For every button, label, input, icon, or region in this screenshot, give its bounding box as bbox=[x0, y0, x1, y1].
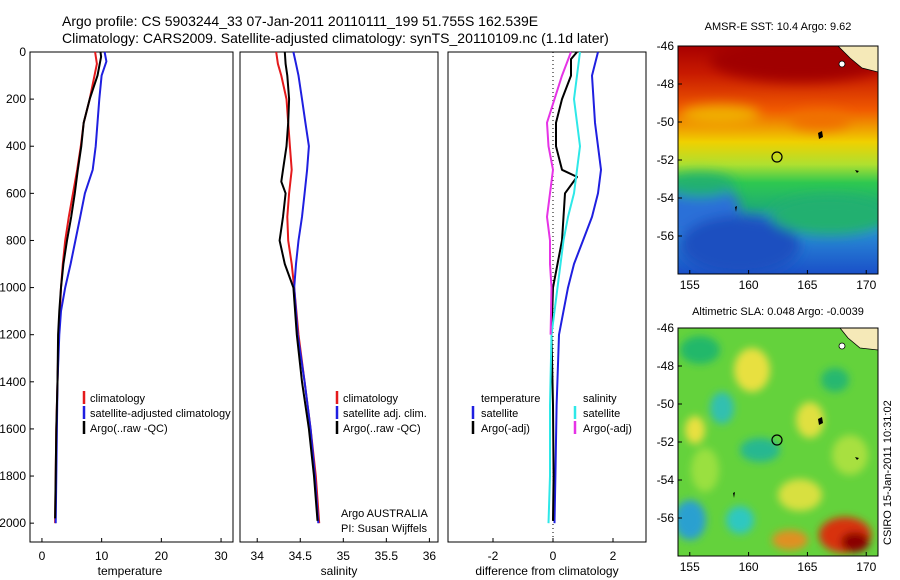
x-tick-label: 35 bbox=[337, 549, 351, 563]
difference-x-axis: -2 0 2 bbox=[488, 538, 617, 563]
depth-tick-label: 1400 bbox=[0, 375, 26, 389]
legend-climatology: climatology bbox=[90, 393, 146, 405]
map-y-tick-label: -56 bbox=[657, 229, 675, 243]
sst-float-marker bbox=[771, 151, 783, 163]
x-tick-label: 20 bbox=[155, 549, 169, 563]
depth-tick-label: 2000 bbox=[0, 516, 26, 530]
map-y-tick-label: -46 bbox=[657, 321, 675, 335]
map-y-tick-label: -52 bbox=[657, 435, 675, 449]
salinity-legend: climatology satellite adj. clim. Argo(..… bbox=[335, 391, 427, 435]
map-x-tick-label: 170 bbox=[856, 278, 876, 292]
legend-temp-argo: Argo(-adj) bbox=[481, 423, 530, 435]
map-y-tick-label: -54 bbox=[657, 191, 675, 205]
x-tick-label: 0 bbox=[39, 549, 46, 563]
x-tick-label: 35.5 bbox=[375, 549, 399, 563]
depth-tick-label: 0 bbox=[19, 45, 26, 59]
depth-tick-label: 1000 bbox=[0, 281, 26, 295]
map-y-tick-label: -46 bbox=[657, 39, 675, 53]
difference-axes-frame bbox=[447, 51, 647, 543]
temperature-lines bbox=[54, 51, 108, 524]
map-y-tick-label: -48 bbox=[657, 359, 675, 373]
sst-map-panel: AMSR-E SST: 10.4 Argo: 9.62 155 160 165 170… bbox=[657, 21, 879, 292]
map-x-tick-label: 155 bbox=[680, 560, 700, 574]
depth-tick-label: 1800 bbox=[0, 469, 26, 483]
depth-tick-label: 1200 bbox=[0, 328, 26, 342]
salinity-axes-frame bbox=[239, 51, 439, 543]
x-tick-label: -2 bbox=[488, 549, 499, 563]
map-x-tick-label: 165 bbox=[797, 278, 817, 292]
series-line-argo-raw-qc- bbox=[54, 51, 103, 519]
difference-xlabel: difference from climatology bbox=[475, 564, 618, 578]
sla-map-title: Altimetric SLA: 0.048 Argo: -0.0039 bbox=[692, 306, 864, 318]
legend-satellite-adjusted: satellite-adjusted climatology bbox=[90, 408, 231, 420]
x-tick-label: 34.5 bbox=[289, 549, 313, 563]
series-line-argo-raw-qc- bbox=[278, 51, 319, 521]
salinity-lines bbox=[275, 51, 321, 524]
map-y-tick-label: -54 bbox=[657, 473, 675, 487]
legend-sal-satellite: satellite bbox=[583, 408, 620, 420]
temperature-legend: climatology satellite-adjusted climatolo… bbox=[82, 391, 231, 435]
sla-field bbox=[678, 328, 878, 556]
series-line-salinity-argo-adj- bbox=[546, 51, 572, 335]
legend-sal-argo: Argo(-adj) bbox=[583, 423, 632, 435]
series-line-temperature-satellite bbox=[553, 51, 602, 524]
depth-tick-label: 400 bbox=[6, 139, 26, 153]
figure-title-line2: Climatology: CARS2009. Satellite-adjuste… bbox=[62, 30, 609, 46]
legend-temperature-title: temperature bbox=[481, 393, 540, 405]
depth-tick-label: 800 bbox=[6, 233, 26, 247]
x-tick-label: 10 bbox=[95, 549, 109, 563]
temperature-xlabel: temperature bbox=[98, 564, 163, 578]
temperature-x-axis: 0 10 20 30 bbox=[39, 538, 228, 563]
figure-title-line1: Argo profile: CS 5903244_33 07-Jan-2011 … bbox=[62, 13, 538, 29]
map-y-tick-label: -48 bbox=[657, 77, 675, 91]
temperature-panel: 0 200 400 600 800 1000 1200 1400 1600 1800 2000 0 1… bbox=[0, 45, 234, 578]
timestamp-stamp: CSIRO 15-Jan-2011 10:31:02 bbox=[882, 400, 894, 545]
legend-argo: Argo(..raw -QC) bbox=[90, 423, 168, 435]
map-x-tick-label: 165 bbox=[797, 560, 817, 574]
legend-climatology: climatology bbox=[343, 393, 399, 405]
sst-map-axes: 155 160 165 170 -46 -48 -50 -52 -54 -56 bbox=[657, 39, 877, 292]
map-y-tick-label: -52 bbox=[657, 153, 675, 167]
series-line-satellite-adjusted-climatology bbox=[54, 51, 108, 524]
x-tick-label: 36 bbox=[423, 549, 437, 563]
sst-field bbox=[678, 46, 878, 274]
x-tick-label: 2 bbox=[610, 549, 617, 563]
x-tick-label: 0 bbox=[550, 549, 557, 563]
salinity-panel: 34 34.5 35 35.5 36 salinity climatology sate… bbox=[239, 51, 439, 578]
x-tick-label: 30 bbox=[214, 549, 228, 563]
temperature-axes-frame bbox=[29, 51, 234, 543]
depth-axis: 0 200 400 600 800 1000 1200 1400 1600 1800 2000 bbox=[0, 45, 34, 530]
x-tick-label: 34 bbox=[251, 549, 265, 563]
map-y-tick-label: -56 bbox=[657, 511, 675, 525]
depth-tick-label: 1600 bbox=[0, 422, 26, 436]
pi-text: PI: Susan Wijffels bbox=[341, 523, 427, 535]
depth-tick-label: 200 bbox=[6, 92, 26, 106]
sla-map-axes: 155 160 165 170 -46 -48 -50 -52 -54 -56 bbox=[657, 321, 877, 574]
salinity-x-axis: 34 34.5 35 35.5 36 bbox=[251, 538, 437, 563]
legend-salinity-title: salinity bbox=[583, 393, 617, 405]
depth-tick-label: 600 bbox=[6, 186, 26, 200]
map-x-tick-label: 160 bbox=[739, 278, 759, 292]
legend-argo: Argo(..raw -QC) bbox=[343, 423, 421, 435]
difference-panel: -2 0 2 difference from climatology tempera… bbox=[447, 51, 647, 578]
sla-float-marker bbox=[771, 434, 783, 446]
difference-lines bbox=[546, 51, 602, 542]
map-y-tick-label: -50 bbox=[657, 115, 675, 129]
sla-map-panel: Altimetric SLA: 0.048 Argo: -0.0039 bbox=[657, 306, 879, 574]
salinity-xlabel: salinity bbox=[321, 564, 358, 578]
legend-satellite-adj: satellite adj. clim. bbox=[343, 408, 427, 420]
map-x-tick-label: 170 bbox=[856, 560, 876, 574]
sst-map-title: AMSR-E SST: 10.4 Argo: 9.62 bbox=[705, 21, 852, 33]
difference-legend: temperature satellite Argo(-adj) salinit… bbox=[471, 393, 632, 435]
legend-temp-satellite: satellite bbox=[481, 408, 518, 420]
series-line-satellite-adj-clim- bbox=[292, 51, 320, 524]
series-line-salinity-satellite bbox=[547, 51, 581, 524]
credit-text: Argo AUSTRALIA bbox=[341, 508, 428, 520]
map-x-tick-label: 155 bbox=[680, 278, 700, 292]
map-x-tick-label: 160 bbox=[739, 560, 759, 574]
map-y-tick-label: -50 bbox=[657, 397, 675, 411]
